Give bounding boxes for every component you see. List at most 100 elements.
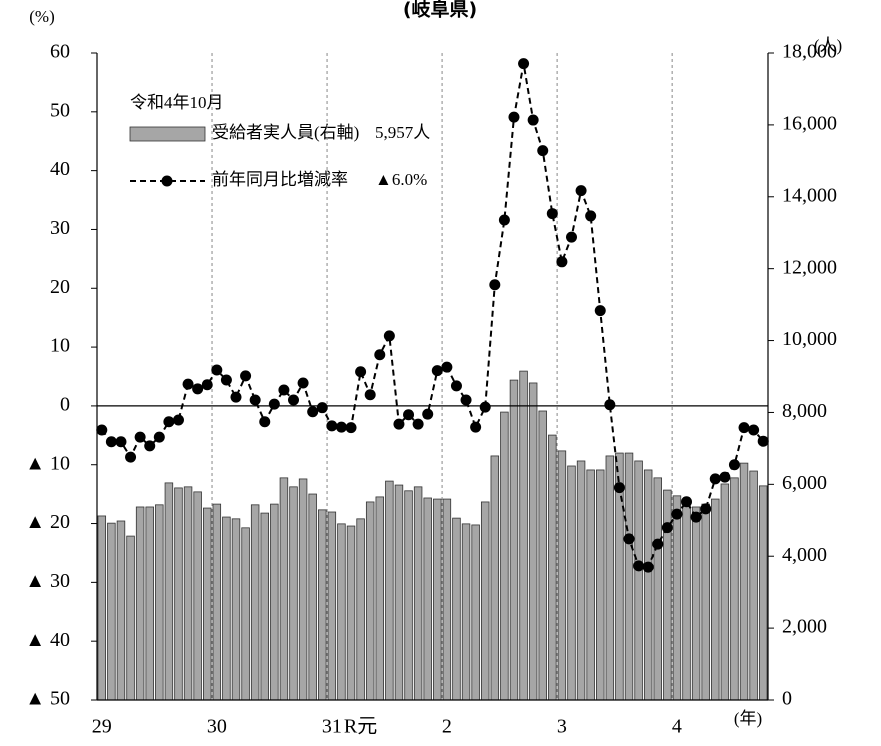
line-marker [633,560,645,572]
bar [557,450,567,701]
bar [183,486,193,701]
line-marker [393,418,405,430]
bar [289,486,298,701]
y-tick-label: 30 [50,217,70,239]
line-marker [115,436,127,448]
line-marker [546,208,558,220]
y2-tick-label: 6,000 [782,472,827,494]
line-marker [240,370,252,382]
bar [365,501,375,701]
bar [758,485,768,701]
line-marker [748,424,760,436]
bar [394,484,404,701]
y-tick-label: ▲ 30 [25,570,70,592]
line-marker [345,422,357,434]
bar [203,507,212,701]
bar [576,460,586,701]
y2-tick-label: 10,000 [782,328,837,350]
bar [375,496,385,701]
legend-label: 受給者実人員(右軸) [212,123,359,142]
bar [298,478,308,701]
bar [538,410,547,701]
bar [433,498,442,701]
bar [711,498,720,701]
y-tick-label: ▲ 20 [25,511,70,533]
line-marker [728,459,740,471]
bar [174,487,183,701]
line-marker [268,398,280,410]
line-marker [163,416,175,428]
bar [663,489,672,701]
legend-latest: ▲6.0% [375,170,427,189]
bar [164,482,174,701]
line-marker [441,361,453,373]
bar [567,465,576,701]
line-marker [259,416,271,428]
y2-tick-label: 12,000 [782,256,837,278]
line-marker [518,58,530,70]
line-marker [604,399,616,411]
bar [337,523,346,701]
line-marker [134,431,146,443]
bar [308,493,317,701]
line-marker [700,503,712,515]
line-marker [192,383,204,395]
line-marker [661,522,673,534]
line-marker [403,409,415,421]
y2-tick-label: 0 [782,688,792,710]
line-marker [220,374,232,386]
bar [346,525,356,701]
y-unit: (%) [29,7,54,26]
line-marker [450,380,462,392]
line-marker [201,379,213,391]
y2-tick-label: 8,000 [782,400,827,422]
y-tick-label: ▲ 50 [25,688,70,710]
line-marker [230,391,242,403]
bar [528,382,538,701]
bar [739,462,749,701]
line-marker [470,421,482,433]
bar [452,517,461,701]
line-marker [681,496,693,508]
bar [97,515,107,701]
legend-title: 令和4年10月 [130,93,224,112]
line-marker [96,424,108,436]
bar [720,483,730,701]
y-tick-label: 60 [50,41,70,63]
bar [318,509,327,701]
bar [653,477,662,701]
bar [404,490,413,701]
line-marker [690,511,702,523]
line-marker [671,508,683,520]
y2-tick-label: 2,000 [782,616,827,638]
line-marker [326,420,338,432]
line-marker [537,145,549,157]
line-marker [613,482,625,494]
x-tick-label: 2 [442,716,452,738]
line-marker [355,366,367,378]
bar [605,455,615,701]
x-tick-label: 30 [207,716,227,738]
y-tick-label: 40 [50,158,70,180]
line-marker [422,408,434,420]
bar [356,518,365,701]
bar [624,452,634,701]
legend-latest: 5,957人 [375,123,430,142]
chart-title: (岐阜県) [403,0,477,21]
line-marker [498,214,510,226]
y2-tick-label: 4,000 [782,544,827,566]
line-marker [412,418,424,430]
line-marker [364,389,376,401]
bar [260,512,269,701]
line-marker [431,365,443,377]
bar [116,520,126,701]
x-tick-label: 31 [322,716,342,738]
bar [241,527,250,701]
line-marker [335,421,347,433]
bar [490,455,500,701]
bar [682,499,691,701]
bar [222,516,231,701]
y-tick-label: 0 [60,394,70,416]
